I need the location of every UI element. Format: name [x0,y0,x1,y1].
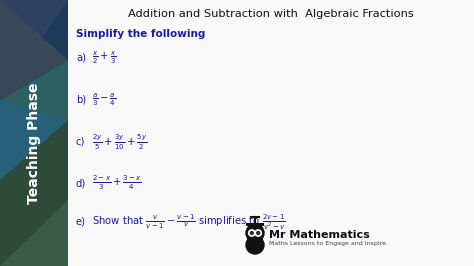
Text: $\frac{a}{3}-\frac{a}{4}$: $\frac{a}{3}-\frac{a}{4}$ [92,92,117,109]
Bar [0,0,68,266]
Polygon shape [0,120,68,266]
Circle shape [255,230,261,236]
Text: Addition and Subtraction with  Algebraic Fractions: Addition and Subtraction with Algebraic … [128,9,414,19]
Polygon shape [0,180,68,266]
Text: e): e) [76,217,86,227]
Polygon shape [0,60,68,180]
Circle shape [250,231,253,235]
Circle shape [248,230,255,236]
Polygon shape [0,100,68,180]
Polygon shape [0,60,68,180]
Circle shape [257,231,260,235]
Polygon shape [0,0,68,100]
Text: Teaching Phase: Teaching Phase [27,82,41,204]
Text: Mr Mathematics: Mr Mathematics [269,230,370,240]
Text: Maths Lessons to Engage and Inspire: Maths Lessons to Engage and Inspire [269,242,386,247]
Bar [246,223,264,226]
Text: $\frac{2y}{5}+\frac{3y}{10}+\frac{5y}{2}$: $\frac{2y}{5}+\frac{3y}{10}+\frac{5y}{2}… [92,132,147,152]
Text: Simplify the following: Simplify the following [76,29,205,39]
Text: c): c) [76,137,85,147]
Circle shape [246,236,264,254]
Text: b): b) [76,95,86,105]
Polygon shape [0,0,68,100]
Polygon shape [0,0,68,100]
Text: $\frac{2-x}{3}+\frac{3-x}{4}$: $\frac{2-x}{3}+\frac{3-x}{4}$ [92,174,142,192]
Circle shape [246,224,264,242]
Text: $\frac{x}{2}+\frac{x}{3}$: $\frac{x}{2}+\frac{x}{3}$ [92,49,117,66]
Polygon shape [0,120,68,266]
Text: d): d) [76,178,86,188]
Polygon shape [0,120,68,266]
Polygon shape [0,0,68,100]
Text: a): a) [76,53,86,63]
Polygon shape [0,0,68,100]
Bar [68,0,474,266]
Text: $\mathrm{Show\ that\ }\frac{v}{v-1}-\frac{v-1}{v}\mathrm{\ simplifies\ to\ }\fra: $\mathrm{Show\ that\ }\frac{v}{v-1}-\fra… [92,212,286,232]
